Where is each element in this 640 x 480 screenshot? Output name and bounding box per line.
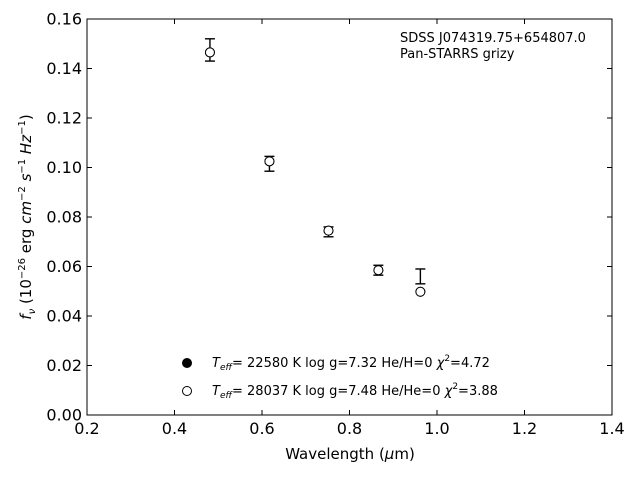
legend-entry-1: Teff= 22580 K log g=7.32 He/H=0 χ2=4.72 — [212, 354, 490, 373]
x-tick-label: 0.4 — [162, 419, 187, 438]
axis-tick-labels: 0.2 0.4 0.6 0.8 1.0 1.2 1.4 0.00 0.02 0.04 0.06 0.0… — [46, 10, 624, 439]
model-markers — [204, 47, 426, 297]
data-point-series-1 — [264, 156, 275, 167]
survey-annotation: Pan-STARRS grizy — [400, 47, 515, 62]
y-tick-label: 0.10 — [46, 158, 82, 177]
x-tick-label: 1.0 — [424, 419, 449, 438]
y-axis-label: fν (10−26 erg cm−2 s−1 Hz−1) — [17, 114, 38, 319]
y-tick-label: 0.16 — [46, 10, 82, 29]
x-axis-label: Wavelength (μm) — [285, 445, 415, 463]
y-tick-label: 0.02 — [46, 356, 82, 375]
observed-errorbars — [204, 38, 426, 285]
y-tick-label: 0.00 — [46, 406, 82, 425]
x-tick-label: 1.2 — [512, 419, 537, 438]
y-tick-label: 0.06 — [46, 257, 82, 276]
y-tick-label: 0.12 — [46, 109, 82, 128]
legend-marker-open — [182, 386, 192, 396]
y-tick-label: 0.04 — [46, 307, 82, 326]
x-tick-label: 0.6 — [249, 419, 274, 438]
x-tick-label: 1.4 — [599, 419, 624, 438]
legend-entry-2: Teff= 28037 K log g=7.48 He/He=0 χ2=3.88 — [212, 382, 498, 401]
y-tick-label: 0.14 — [46, 59, 82, 78]
errorbar — [415, 268, 426, 285]
y-tick-label: 0.08 — [46, 208, 82, 227]
data-point-series-1 — [415, 286, 426, 297]
x-tick-label: 0.8 — [337, 419, 362, 438]
object-name-annotation: SDSS J074319.75+654807.0 — [400, 31, 586, 46]
data-point-series-1 — [323, 225, 334, 236]
legend-marker-filled — [182, 358, 192, 368]
data-point-series-1 — [204, 47, 215, 58]
x-tick-label: 0.2 — [74, 419, 99, 438]
legend: Teff= 22580 K log g=7.32 He/H=0 χ2=4.72 … — [182, 354, 498, 401]
axis-ticks — [86, 18, 613, 416]
data-point-series-1 — [373, 265, 384, 276]
